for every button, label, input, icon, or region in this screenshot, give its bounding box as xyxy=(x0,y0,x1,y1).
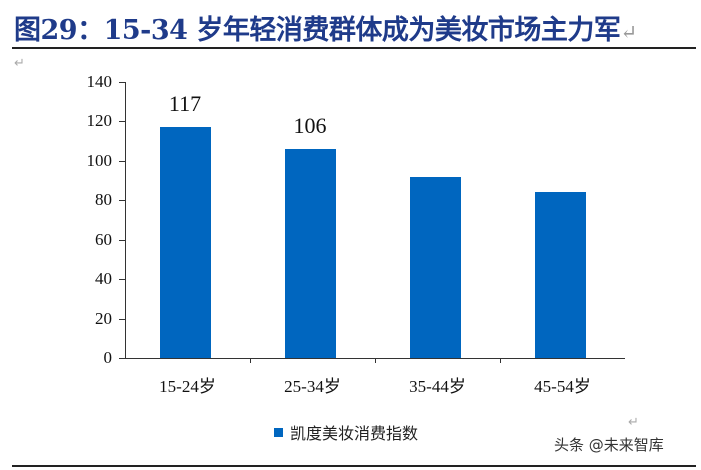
y-tick-label: 20 xyxy=(95,308,112,328)
y-tick xyxy=(119,160,125,162)
x-tick-label: 35-44岁 xyxy=(409,377,466,396)
x-tick-label: 15-24岁 xyxy=(159,377,216,396)
y-tick xyxy=(119,358,125,359)
bar xyxy=(160,127,211,358)
y-tick xyxy=(119,200,125,202)
y-tick xyxy=(119,239,125,241)
figure-title: 图29：15-34 岁年轻消费群体成为美妆市场主力军↵ xyxy=(14,8,637,47)
x-tick-label: 45-54岁 xyxy=(534,377,591,396)
y-tick-label: 60 xyxy=(95,229,112,249)
bar xyxy=(535,192,586,358)
y-tick xyxy=(119,279,125,281)
y-tick-label: 120 xyxy=(86,111,113,131)
return-mark-icon: ↵ xyxy=(620,20,637,44)
watermark: 头条 @未来智库 xyxy=(554,436,664,454)
legend-swatch xyxy=(274,427,283,437)
y-tick-label: 140 xyxy=(86,72,113,91)
y-tick-label: 40 xyxy=(95,269,112,289)
x-tick xyxy=(375,358,376,363)
paragraph-mark-icon: ↵ xyxy=(14,55,25,70)
y-axis xyxy=(125,82,126,359)
paragraph-mark-icon: ↵ xyxy=(628,414,639,429)
bar xyxy=(410,176,461,358)
bottom-rule xyxy=(12,465,696,467)
x-tick xyxy=(250,358,251,363)
y-tick xyxy=(119,121,125,123)
legend: 凯度美妆消费指数 xyxy=(274,420,418,444)
y-tick-label: 100 xyxy=(86,150,113,170)
top-rule xyxy=(12,47,696,49)
y-tick xyxy=(119,318,125,320)
data-label: 106 xyxy=(293,113,327,139)
figure-title-text: 图29：15-34 岁年轻消费群体成为美妆市场主力军 xyxy=(14,15,621,46)
data-label: 117 xyxy=(168,91,202,117)
x-tick xyxy=(500,358,501,363)
y-tick-label: 0 xyxy=(103,348,113,367)
legend-label: 凯度美妆消费指数 xyxy=(290,424,419,443)
x-tick-label: 25-34岁 xyxy=(284,377,341,396)
y-tick-label: 80 xyxy=(95,190,112,210)
bar xyxy=(285,149,336,358)
y-tick xyxy=(119,82,125,83)
